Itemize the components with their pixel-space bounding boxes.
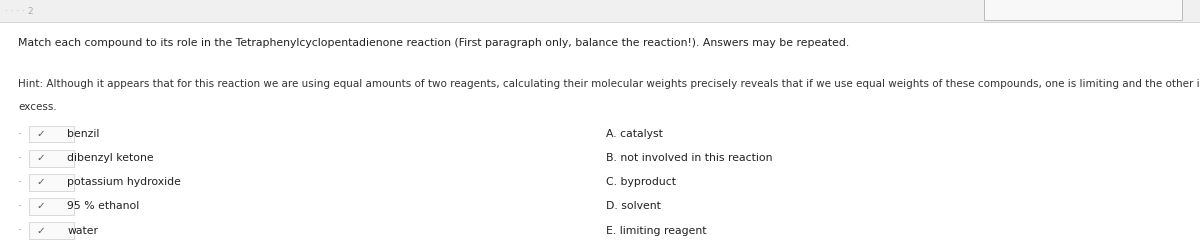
Text: Match each compound to its role in the Tetraphenylcyclopentadienone reaction (Fi: Match each compound to its role in the T… (18, 38, 850, 48)
Text: water: water (67, 226, 98, 235)
Text: ·: · (17, 200, 22, 213)
Text: · · · · 2: · · · · 2 (5, 6, 34, 15)
Text: E. limiting reagent: E. limiting reagent (606, 226, 707, 235)
Text: ✓: ✓ (36, 226, 46, 235)
Text: C. byproduct: C. byproduct (606, 177, 676, 187)
Text: D. solvent: D. solvent (606, 201, 661, 211)
Text: 95 % ethanol: 95 % ethanol (67, 201, 139, 211)
Text: potassium hydroxide: potassium hydroxide (67, 177, 181, 187)
Text: ✓: ✓ (36, 153, 46, 163)
Text: benzil: benzil (67, 129, 100, 139)
Text: A. catalyst: A. catalyst (606, 129, 662, 139)
FancyBboxPatch shape (0, 0, 1200, 22)
Text: ·: · (17, 128, 22, 140)
Text: Hint: Although it appears that for this reaction we are using equal amounts of t: Hint: Although it appears that for this … (18, 79, 1200, 89)
Text: ·: · (17, 176, 22, 189)
FancyBboxPatch shape (29, 174, 74, 191)
Text: dibenzyl ketone: dibenzyl ketone (67, 153, 154, 163)
FancyBboxPatch shape (984, 0, 1182, 19)
Text: ·: · (17, 152, 22, 165)
FancyBboxPatch shape (29, 126, 74, 142)
Text: B. not involved in this reaction: B. not involved in this reaction (606, 153, 773, 163)
Text: ·: · (17, 224, 22, 237)
FancyBboxPatch shape (29, 198, 74, 215)
Text: excess.: excess. (18, 102, 56, 112)
FancyBboxPatch shape (29, 222, 74, 239)
FancyBboxPatch shape (29, 150, 74, 167)
Text: ✓: ✓ (36, 129, 46, 139)
Text: ✓: ✓ (36, 201, 46, 211)
Text: ✓: ✓ (36, 177, 46, 187)
